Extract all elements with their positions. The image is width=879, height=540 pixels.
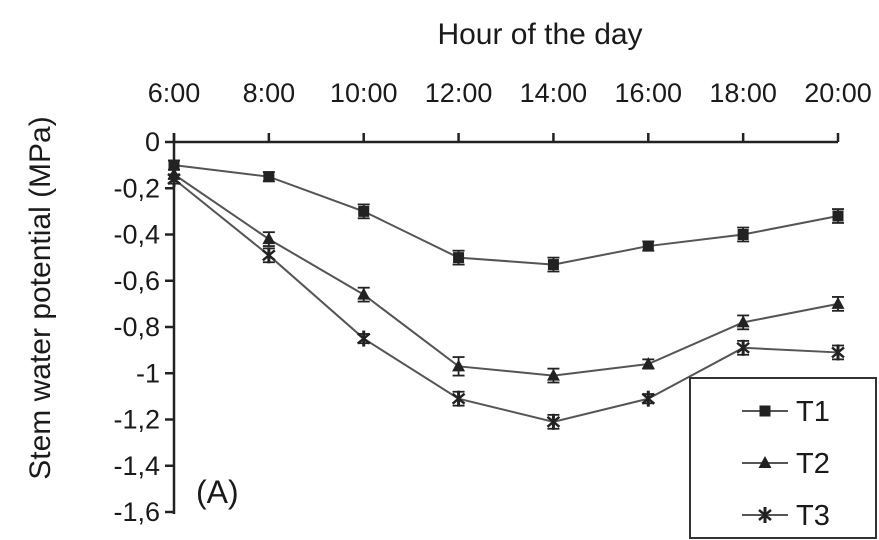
legend-label: T2 xyxy=(796,448,830,480)
series-t3 xyxy=(167,171,845,430)
legend: T1 T2 T3 xyxy=(689,377,877,539)
x-tick-label: 6:00 xyxy=(148,78,201,108)
data-point xyxy=(262,247,276,264)
data-point xyxy=(547,259,559,271)
data-point xyxy=(356,330,371,347)
legend-box xyxy=(689,377,877,539)
legend-label: T3 xyxy=(796,500,830,532)
legend-item-t3: T3 xyxy=(742,500,830,532)
data-point xyxy=(451,390,466,407)
y-tick-label: -1,2 xyxy=(113,405,160,435)
legend-item-t1: T1 xyxy=(742,396,830,428)
data-point xyxy=(546,413,561,430)
x-tick-label: 12:00 xyxy=(425,78,493,108)
data-point xyxy=(832,210,844,222)
x-tick-label: 16:00 xyxy=(614,78,682,108)
y-tick-label: -1 xyxy=(136,358,160,388)
y-axis-title: Stem water potential (MPa) xyxy=(24,116,57,479)
series-line xyxy=(173,164,839,266)
series-layer xyxy=(167,159,845,430)
y-tick-label: -0,2 xyxy=(113,173,160,203)
legend-label: T1 xyxy=(796,396,830,428)
data-point xyxy=(642,240,654,252)
data-point xyxy=(737,229,749,240)
legend-marker xyxy=(758,456,772,468)
data-point xyxy=(263,171,275,183)
x-tick-label: 10:00 xyxy=(330,78,398,108)
data-point xyxy=(453,252,465,264)
data-point xyxy=(831,296,845,309)
y-tick-label: 0 xyxy=(145,127,160,157)
series-t2 xyxy=(167,167,845,384)
series-line xyxy=(173,173,839,377)
data-point xyxy=(641,390,656,407)
y-tick-label: -0,4 xyxy=(113,220,160,250)
data-point xyxy=(168,159,180,171)
data-point xyxy=(358,205,370,217)
data-point xyxy=(641,357,655,369)
data-point xyxy=(167,171,181,187)
data-point xyxy=(831,344,845,361)
x-tick-label: 18:00 xyxy=(709,78,777,108)
legend-item-t2: T2 xyxy=(742,448,830,480)
y-tick-label: -0,6 xyxy=(113,266,160,296)
x-axis-title: Hour of the day xyxy=(437,18,642,51)
panel-label: (A) xyxy=(196,474,239,510)
y-tick-label: -1,6 xyxy=(113,497,160,527)
data-point xyxy=(357,287,371,300)
data-point xyxy=(736,339,750,356)
x-tick-label: 14:00 xyxy=(520,78,588,108)
x-tick-label: 8:00 xyxy=(243,78,296,108)
data-point xyxy=(546,368,560,381)
y-tick-label: -1,4 xyxy=(113,451,160,481)
legend-marker xyxy=(758,507,772,523)
legend-marker xyxy=(759,405,771,417)
y-tick-label: -0,8 xyxy=(113,312,160,342)
data-point xyxy=(452,359,466,372)
data-point xyxy=(262,232,276,245)
series-line xyxy=(173,178,839,423)
y-axis: 0 -0,2 -0,4 -0,6 -0,8 -1 -1,2 -1,4 -1,6 xyxy=(113,127,176,527)
data-point xyxy=(736,315,750,328)
x-tick-label: 20:00 xyxy=(804,78,872,108)
x-axis: 6:00 8:00 10:00 12:00 14:00 16:00 18:00 20:00 xyxy=(148,78,872,144)
